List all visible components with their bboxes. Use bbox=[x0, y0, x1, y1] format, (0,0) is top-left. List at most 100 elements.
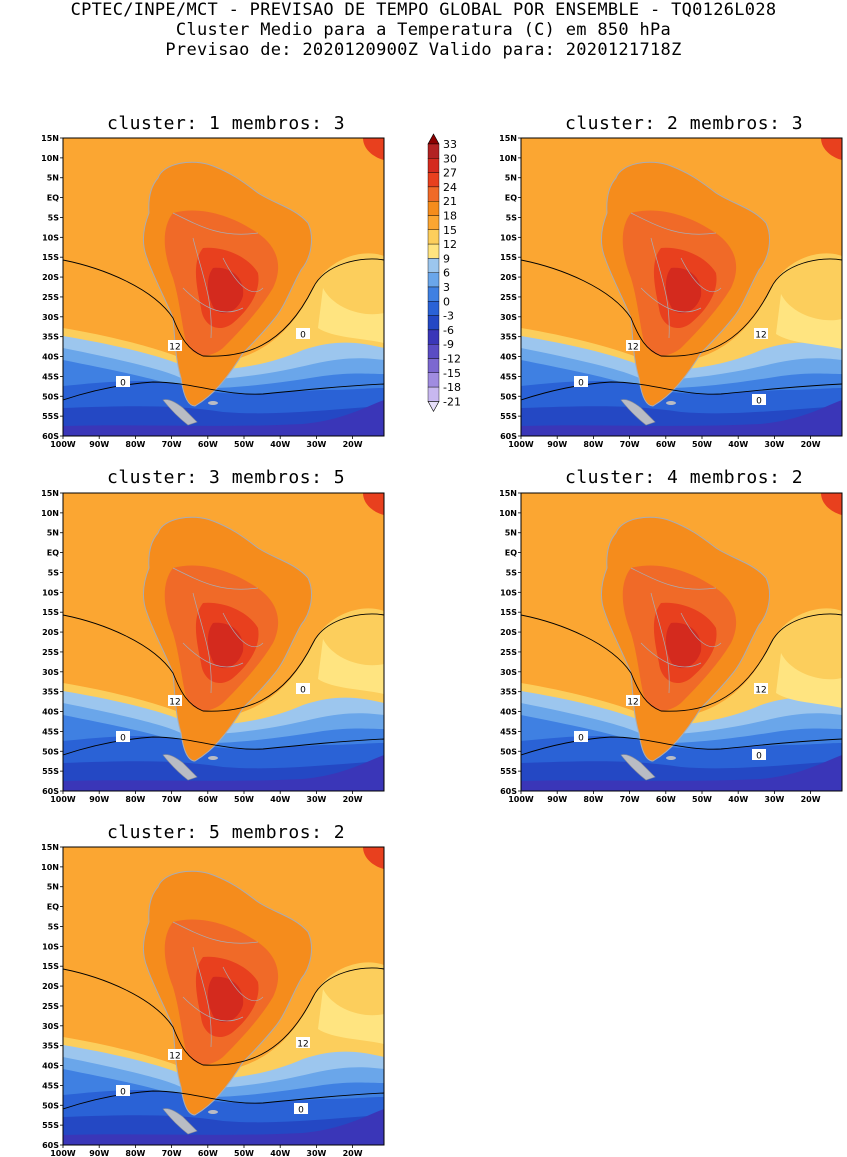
contour-label: 0 bbox=[300, 331, 306, 341]
contour-label-box bbox=[752, 749, 766, 760]
lat-label: 60S bbox=[42, 432, 59, 441]
lat-label: 10N bbox=[41, 863, 59, 872]
lon-label: 30W bbox=[306, 795, 326, 804]
contour-label: 12 bbox=[297, 1040, 308, 1050]
lon-label: 90W bbox=[89, 440, 109, 449]
patagonia-land bbox=[162, 754, 198, 781]
warm-core-27 bbox=[207, 622, 244, 669]
lon-label: 100W bbox=[50, 440, 76, 449]
lat-label: 45S bbox=[42, 372, 59, 381]
lat-label: 25S bbox=[500, 648, 517, 657]
lon-label: 30W bbox=[764, 440, 784, 449]
lat-label: 5N bbox=[47, 174, 59, 183]
contour-line-12 bbox=[63, 613, 384, 712]
country-borders bbox=[630, 567, 722, 694]
lon-label: 50W bbox=[234, 440, 254, 449]
lat-label: EQ bbox=[505, 549, 517, 558]
lat-label: 35S bbox=[42, 333, 59, 342]
lon-label: 100W bbox=[508, 795, 534, 804]
warm-core-27 bbox=[665, 622, 702, 669]
contour-label: 12 bbox=[627, 698, 638, 708]
coastline bbox=[142, 516, 312, 762]
lon-label: 20W bbox=[801, 440, 821, 449]
patagonia-land bbox=[620, 399, 656, 426]
lon-label: 40W bbox=[728, 795, 748, 804]
contour-label-box bbox=[296, 1037, 310, 1048]
lon-label: 20W bbox=[343, 440, 363, 449]
falklands-land bbox=[208, 401, 218, 405]
map-panel-4: 12 12 0 0 15N 10N 5N EQ 5S 10S 15S 20S 25S 30S 35S 40S 4… bbox=[499, 489, 843, 804]
temperature-field bbox=[521, 493, 842, 791]
patagonia-land bbox=[162, 399, 198, 426]
lat-label: 10S bbox=[500, 588, 517, 597]
falklands-land bbox=[208, 1110, 218, 1114]
map-frame bbox=[62, 492, 385, 792]
lat-label: 60S bbox=[42, 1141, 59, 1150]
colorbar-label: -21 bbox=[443, 395, 461, 408]
country-borders bbox=[172, 921, 264, 1048]
lat-label: 20S bbox=[500, 273, 517, 282]
contour-label: 12 bbox=[169, 1052, 180, 1062]
lat-label: 10N bbox=[499, 509, 517, 518]
colorbar-swatch bbox=[427, 215, 440, 231]
lon-label: 30W bbox=[764, 795, 784, 804]
lon-label: 80W bbox=[125, 1149, 145, 1157]
patagonia-land bbox=[162, 1108, 198, 1135]
lat-label: 15S bbox=[500, 253, 517, 262]
lat-label: 45S bbox=[500, 727, 517, 736]
lat-label: 5S bbox=[48, 922, 60, 931]
colorbar-swatch bbox=[427, 143, 440, 159]
lon-label: 40W bbox=[270, 795, 290, 804]
lon-label: 60W bbox=[198, 1149, 218, 1157]
lon-label: 100W bbox=[50, 795, 76, 804]
colorbar-label: 24 bbox=[443, 181, 457, 194]
colorbar-swatch bbox=[427, 272, 440, 288]
colorbar-swatch bbox=[427, 286, 440, 302]
header-line-2: Cluster Medio para a Temperatura (C) em … bbox=[175, 20, 672, 40]
lat-label: 20S bbox=[42, 628, 59, 637]
colorbar-swatch bbox=[427, 315, 440, 331]
map-frame bbox=[520, 492, 843, 792]
colorbar-label: -9 bbox=[443, 338, 454, 351]
map-panel-3: 12 0 0 15N 10N 5N EQ 5S 10S 15S 20S 25S 30S 35S 40S 45S… bbox=[41, 489, 385, 804]
colorbar-top-arrow bbox=[427, 133, 440, 145]
coastline bbox=[600, 516, 770, 762]
lat-label: 15N bbox=[41, 489, 59, 498]
lat-label: 30S bbox=[42, 668, 59, 677]
contour-line-12 bbox=[521, 258, 842, 357]
colorbar-swatch bbox=[427, 200, 440, 216]
lon-label: 50W bbox=[692, 440, 712, 449]
lat-label: 20S bbox=[42, 982, 59, 991]
lat-label: EQ bbox=[47, 549, 59, 558]
lat-label: 55S bbox=[42, 767, 59, 776]
warm-tongue bbox=[776, 653, 842, 708]
lat-label: 5S bbox=[48, 568, 60, 577]
lat-label: 55S bbox=[500, 767, 517, 776]
lat-label: 45S bbox=[42, 727, 59, 736]
lon-label: 40W bbox=[728, 440, 748, 449]
lat-label: 35S bbox=[42, 1042, 59, 1051]
lat-label: 40S bbox=[42, 708, 59, 717]
coastline bbox=[142, 161, 312, 407]
warm-tongue bbox=[318, 989, 384, 1044]
lat-label: 55S bbox=[42, 412, 59, 421]
colorbar-label: 15 bbox=[443, 224, 457, 237]
lat-label: 25S bbox=[42, 648, 59, 657]
lon-label: 60W bbox=[656, 795, 676, 804]
header-line-1: CPTEC/INPE/MCT - PREVISAO DE TEMPO GLOBA… bbox=[70, 0, 777, 20]
lat-label: 35S bbox=[500, 333, 517, 342]
lat-label: 55S bbox=[42, 1121, 59, 1130]
contour-label: 0 bbox=[756, 752, 762, 762]
lat-label: 10N bbox=[41, 509, 59, 518]
warm-tongue bbox=[776, 294, 842, 349]
lat-label: 40S bbox=[42, 1062, 59, 1071]
lat-label: 5N bbox=[47, 883, 59, 892]
lon-label: 80W bbox=[583, 795, 603, 804]
contour-label-box bbox=[168, 695, 182, 706]
lat-label: 45S bbox=[500, 372, 517, 381]
contour-label-box bbox=[168, 340, 182, 351]
colorbar-label: 6 bbox=[443, 267, 450, 280]
lon-label: 40W bbox=[270, 440, 290, 449]
lon-label: 70W bbox=[162, 1149, 182, 1157]
